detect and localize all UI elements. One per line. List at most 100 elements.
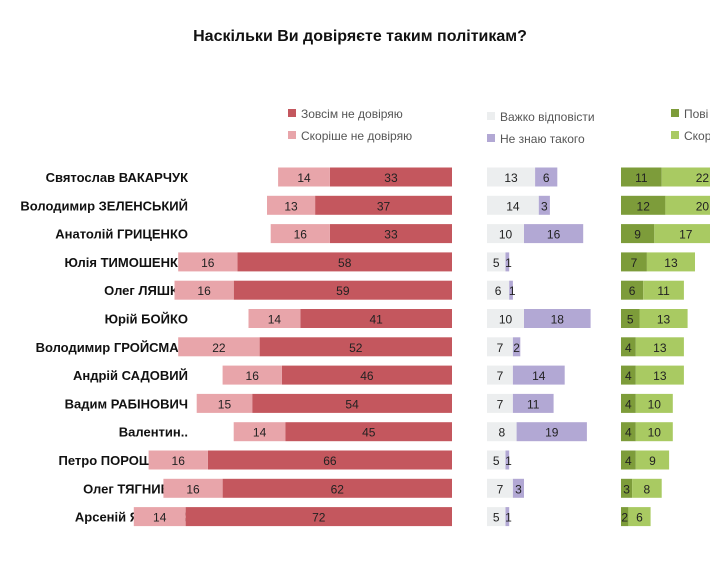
value-label-strongly-distrust: 46 — [360, 369, 374, 383]
value-label-rather-distrust: 14 — [253, 426, 267, 440]
value-label-fully-trust: 5 — [627, 313, 634, 327]
value-label-fully-trust: 3 — [623, 482, 630, 496]
category-label: Олег ЛЯШКО — [104, 283, 188, 298]
legend-label-3: Не знаю такого — [500, 132, 585, 146]
bar-hard-to-say — [487, 450, 506, 470]
value-label-fully-trust: 4 — [625, 426, 632, 440]
value-label-rather-distrust: 14 — [297, 171, 311, 185]
value-label-dont-know: 1 — [505, 454, 512, 468]
category-label: Володимир ЗЕЛЕНСЬКИЙ — [20, 198, 188, 213]
value-label-fully-trust: 12 — [637, 199, 651, 213]
bar-fully-trust — [621, 393, 636, 413]
value-label-rather-trust: 13 — [664, 256, 678, 270]
bar-strongly-distrust — [233, 280, 452, 300]
bar-rather-trust — [635, 393, 673, 413]
bar-hard-to-say — [487, 252, 506, 272]
bar-fully-trust — [621, 167, 662, 187]
value-label-rather-trust: 13 — [653, 341, 667, 355]
bar-fully-trust — [621, 195, 666, 215]
value-label-dont-know: 14 — [532, 369, 546, 383]
bar-hard-to-say — [487, 195, 539, 215]
chart-title: Наскільки Ви довіряєте таким політикам? — [193, 28, 527, 45]
category-label: Анатолій ГРИЦЕНКО — [55, 227, 188, 242]
value-label-dont-know: 3 — [515, 482, 522, 496]
value-label-dont-know: 1 — [505, 511, 512, 525]
legend-label-2: Важко відповісти — [500, 110, 595, 124]
value-label-rather-trust: 13 — [653, 369, 667, 383]
bar-rather-distrust — [270, 224, 330, 244]
bar-hard-to-say — [487, 393, 513, 413]
value-label-dont-know: 3 — [541, 199, 548, 213]
value-label-fully-trust: 4 — [625, 341, 632, 355]
value-label-rather-trust: 8 — [644, 482, 651, 496]
bar-dont-know — [505, 507, 510, 527]
value-label-rather-trust: 22 — [696, 171, 710, 185]
value-label-fully-trust: 11 — [635, 171, 648, 185]
legend-swatch-2 — [487, 112, 495, 120]
value-label-strongly-distrust: 45 — [362, 426, 376, 440]
bar-hard-to-say — [487, 478, 513, 498]
category-label: Валентин.. — [119, 425, 188, 440]
bar-dont-know — [505, 252, 510, 272]
bar-dont-know — [509, 280, 513, 300]
bar-dont-know — [538, 195, 550, 215]
bar-dont-know — [512, 337, 521, 357]
value-label-fully-trust: 6 — [629, 284, 636, 298]
bar-fully-trust — [621, 422, 636, 442]
legend-label-1: Скоріше не довіряю — [301, 129, 412, 143]
bar-rather-trust — [646, 252, 695, 272]
bar-rather-distrust — [133, 507, 186, 527]
value-label-strongly-distrust: 52 — [349, 341, 363, 355]
category-label: Юлія ТИМОШЕНКО — [64, 255, 188, 270]
bar-rather-trust — [628, 507, 651, 527]
bar-strongly-distrust — [259, 337, 452, 357]
category-label: Андрій САДОВИЙ — [73, 368, 188, 383]
value-label-strongly-distrust: 33 — [384, 171, 398, 185]
value-label-rather-trust: 13 — [657, 313, 671, 327]
value-label-dont-know: 19 — [545, 426, 559, 440]
value-label-dont-know: 18 — [551, 313, 565, 327]
bar-rather-distrust — [248, 309, 301, 328]
bar-fully-trust — [621, 309, 640, 328]
legend-swatch-3 — [487, 134, 495, 142]
value-label-strongly-distrust: 59 — [336, 284, 350, 298]
bar-strongly-distrust — [329, 224, 452, 244]
bar-rather-distrust — [278, 167, 330, 187]
value-label-rather-distrust: 16 — [294, 228, 308, 242]
bar-rather-distrust — [233, 422, 286, 442]
legend-label-4: Пові — [684, 107, 708, 121]
bar-strongly-distrust — [315, 195, 452, 215]
category-label: Володимир ГРОЙСМАН — [36, 340, 188, 355]
legend-label-5: Скор — [684, 129, 710, 143]
bar-strongly-distrust — [300, 309, 452, 328]
bar-fully-trust — [621, 224, 655, 244]
value-label-rather-distrust: 15 — [218, 397, 232, 411]
value-label-rather-trust: 17 — [679, 228, 693, 242]
bar-rather-trust — [654, 224, 710, 244]
bar-strongly-distrust — [237, 252, 452, 272]
bar-rather-trust — [632, 478, 662, 498]
value-label-hard-to-say: 7 — [497, 369, 504, 383]
bar-hard-to-say — [487, 167, 536, 187]
bar-rather-trust — [661, 167, 710, 187]
bar-strongly-distrust — [222, 478, 452, 498]
value-label-hard-to-say: 7 — [497, 397, 504, 411]
bar-hard-to-say — [487, 507, 506, 527]
bar-rather-distrust — [174, 280, 234, 300]
value-label-fully-trust: 4 — [625, 454, 632, 468]
value-label-rather-distrust: 16 — [186, 482, 200, 496]
value-label-rather-distrust: 13 — [284, 199, 298, 213]
value-label-strongly-distrust: 37 — [377, 199, 391, 213]
bar-dont-know — [512, 393, 554, 413]
bar-rather-trust — [635, 422, 673, 442]
bar-dont-know — [524, 309, 591, 328]
bar-rather-trust — [639, 309, 688, 328]
bar-dont-know — [516, 422, 587, 442]
value-label-dont-know: 6 — [543, 171, 550, 185]
bar-strongly-distrust — [329, 167, 452, 187]
category-label: Вадим РАБІНОВИЧ — [65, 396, 188, 411]
bar-rather-distrust — [178, 337, 260, 357]
legend-swatch-0 — [288, 109, 296, 117]
value-label-strongly-distrust: 41 — [369, 313, 383, 327]
bar-dont-know — [512, 478, 524, 498]
